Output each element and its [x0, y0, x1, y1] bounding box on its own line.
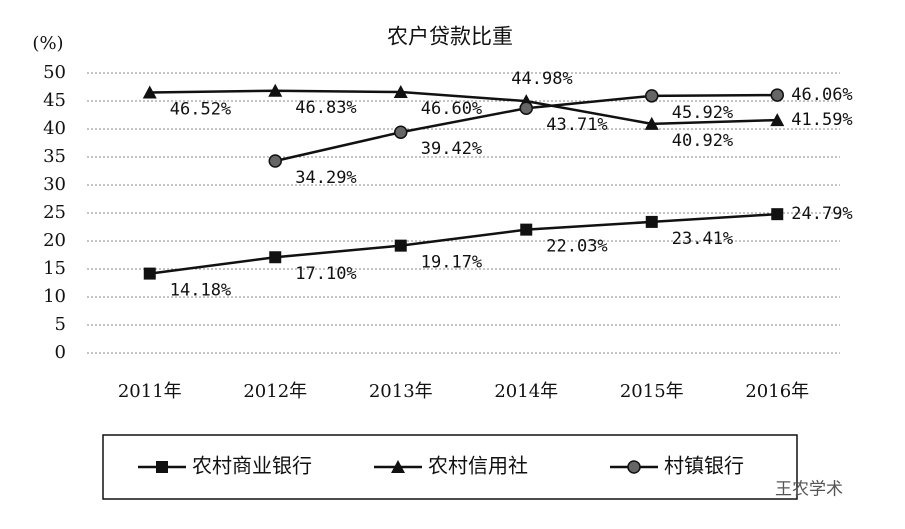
data-point	[770, 113, 785, 127]
data-label: 44.98%	[511, 69, 572, 89]
series-line	[149, 89, 778, 126]
data-label: 46.83%	[295, 98, 356, 118]
data-point	[143, 267, 156, 280]
legend-marker	[156, 461, 168, 473]
data-point	[644, 116, 659, 130]
data-label: 45.92%	[672, 103, 733, 123]
data-label: 23.41%	[672, 229, 733, 249]
data-label: 19.17%	[421, 253, 482, 273]
data-label: 41.59%	[791, 110, 852, 130]
y-tick-label: 30	[43, 174, 66, 195]
data-label: 17.10%	[295, 264, 356, 284]
y-tick-label: 10	[43, 286, 66, 307]
data-point	[269, 251, 282, 264]
watermark: 王农学术	[775, 480, 843, 500]
y-tick-label: 35	[43, 146, 66, 167]
data-label: 43.71%	[546, 115, 607, 135]
x-tick-label: 2011年	[118, 381, 182, 402]
data-point	[519, 101, 533, 115]
y-tick-label: 40	[43, 118, 66, 139]
data-point	[645, 215, 658, 228]
data-point	[394, 125, 408, 139]
data-point	[645, 89, 659, 103]
data-label: 39.42%	[421, 139, 482, 159]
data-point	[394, 239, 407, 252]
y-tick-label: 20	[43, 230, 66, 251]
x-tick-label: 2016年	[745, 381, 809, 402]
x-tick-label: 2013年	[369, 381, 433, 402]
data-point	[770, 88, 784, 102]
y-tick-label: 0	[55, 342, 66, 363]
chart-title: 农户贷款比重	[387, 25, 513, 49]
data-point	[142, 85, 157, 99]
legend-label: 农村信用社	[428, 454, 528, 478]
legend-label: 村镇银行	[664, 454, 744, 478]
data-label: 46.06%	[791, 85, 852, 105]
x-tick-label: 2012年	[243, 381, 307, 402]
data-label: 34.29%	[295, 168, 356, 188]
data-point	[771, 208, 784, 221]
y-axis-label: (%)	[32, 33, 63, 54]
x-tick-label: 2014年	[494, 381, 558, 402]
data-label: 14.18%	[170, 281, 231, 301]
legend-marker	[627, 460, 641, 474]
series-line	[149, 212, 778, 275]
y-tick-label: 5	[55, 314, 66, 335]
data-label: 24.79%	[791, 204, 852, 224]
y-tick-label: 15	[43, 258, 66, 279]
data-label: 22.03%	[546, 237, 607, 257]
data-label: 46.52%	[170, 99, 231, 119]
data-point	[393, 85, 408, 99]
data-point	[268, 154, 282, 168]
data-point	[268, 83, 283, 97]
legend-marker	[391, 460, 405, 473]
legend-box	[102, 434, 798, 500]
data-label: 46.60%	[421, 99, 482, 119]
data-point	[520, 223, 533, 236]
y-tick-label: 45	[43, 90, 66, 111]
legend-label: 农村商业银行	[192, 454, 312, 478]
y-tick-label: 25	[43, 202, 66, 223]
data-label: 40.92%	[672, 131, 733, 151]
y-tick-label: 50	[43, 62, 66, 83]
x-tick-label: 2015年	[620, 381, 684, 402]
